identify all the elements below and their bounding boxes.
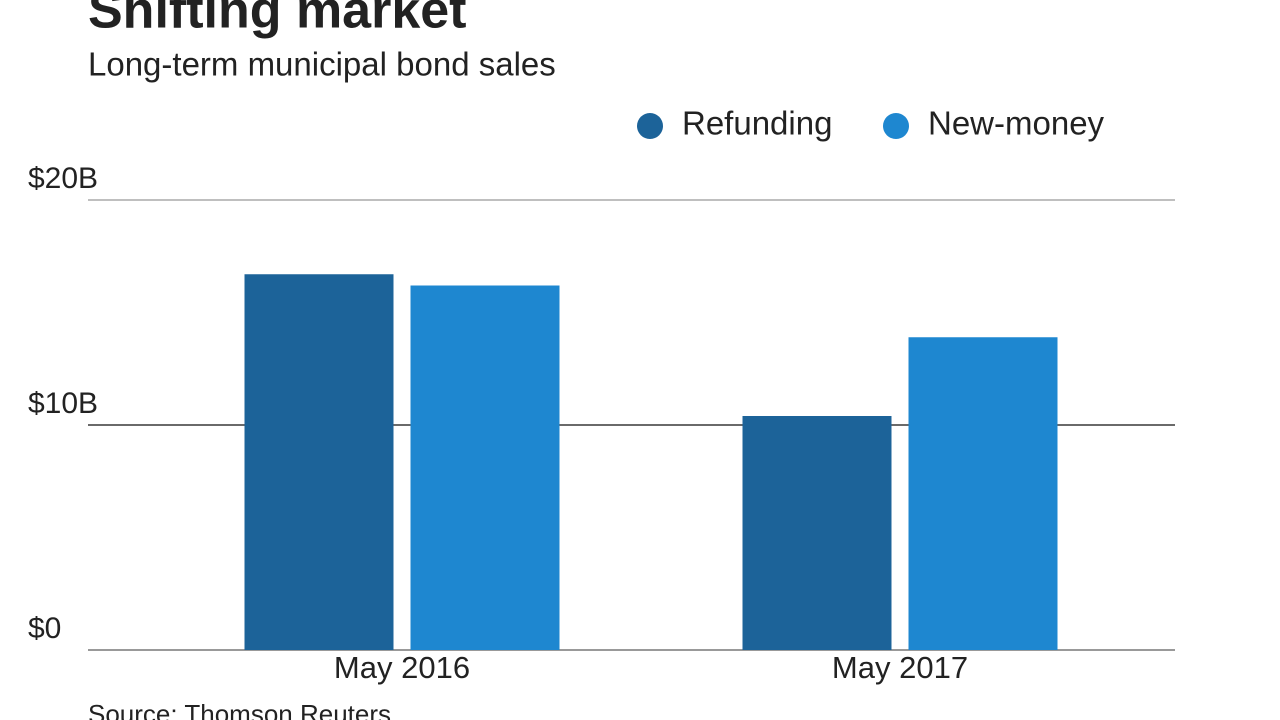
bar — [410, 285, 560, 650]
legend-label: Refunding — [682, 105, 832, 142]
y-tick-label: $10B — [28, 387, 98, 420]
bar — [244, 274, 394, 650]
x-tick-label: May 2016 — [334, 650, 470, 685]
y-tick-label: $20B — [28, 162, 98, 195]
bar — [908, 337, 1058, 650]
legend-marker — [637, 113, 663, 139]
x-tick-label: May 2017 — [832, 650, 968, 685]
bar — [742, 416, 892, 650]
source: Source: Thomson Reuters — [88, 699, 391, 720]
legend-label: New-money — [928, 105, 1105, 142]
chart-title: Shifting market — [88, 0, 467, 40]
chart-subtitle: Long-term municipal bond sales — [88, 46, 556, 83]
legend-marker — [883, 113, 909, 139]
y-tick-label: $0 — [28, 612, 61, 645]
